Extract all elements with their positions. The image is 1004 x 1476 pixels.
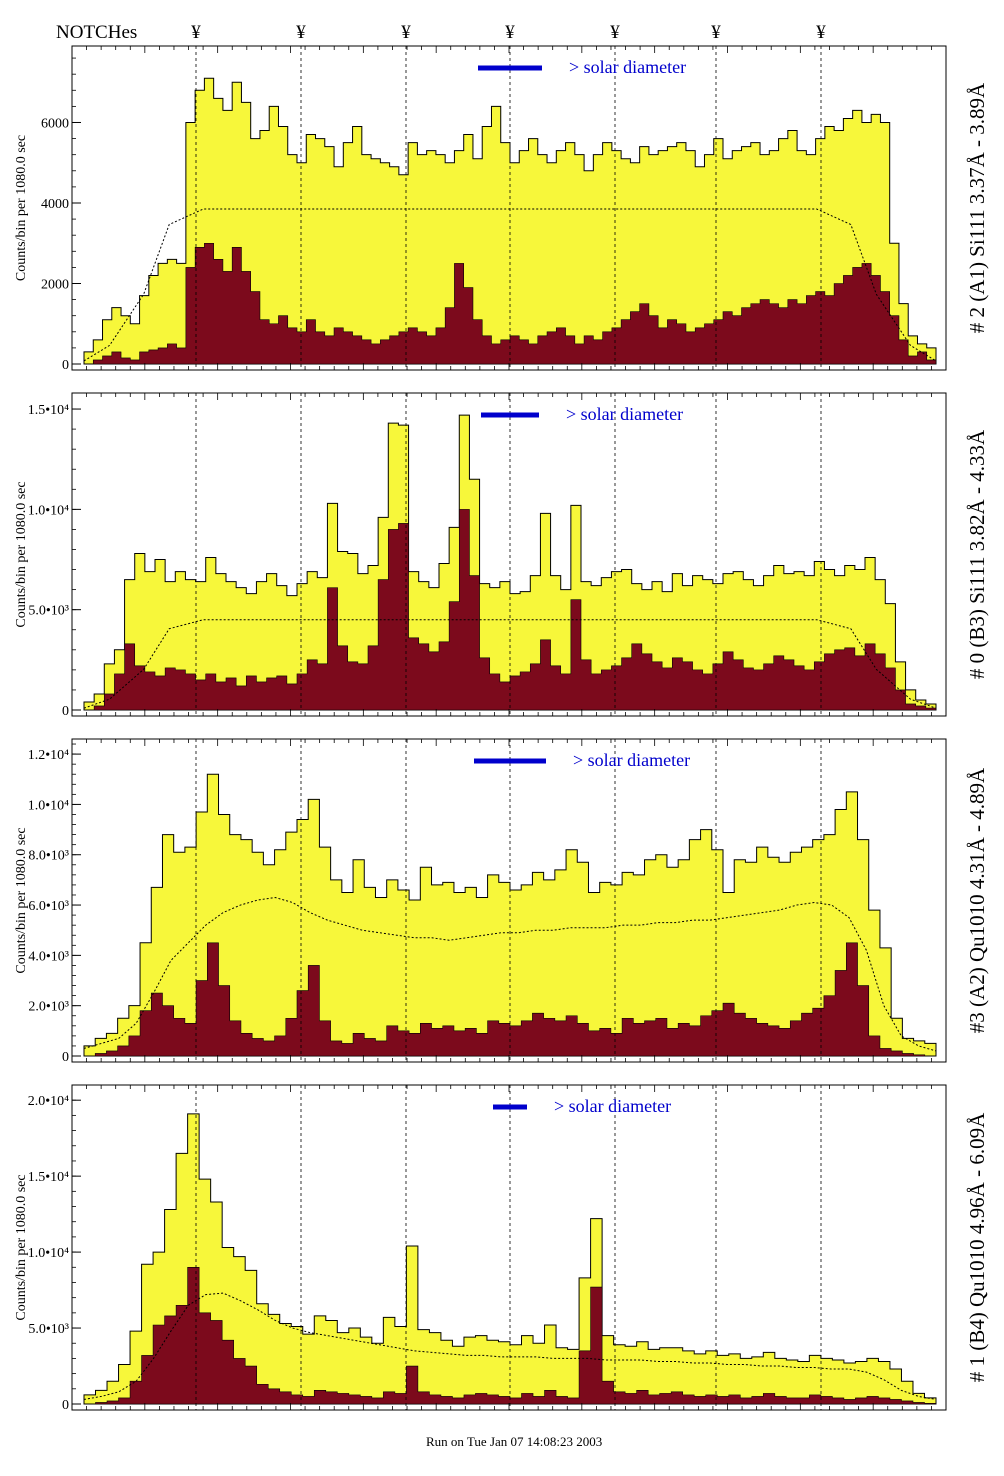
right-panel-label: # 0 (B3) Si111 3.82Å - 4.33Å xyxy=(965,429,989,679)
legend-label: > solar diameter xyxy=(569,57,686,77)
y-tick-label: 0 xyxy=(62,358,69,373)
panel-2: 0 2.0•10³ 4.0•10³ 6.0•10³ 8.0•10³ 1.0•10⁴ 1.2•… xyxy=(14,738,989,1065)
panel-0: 0 2000 4000 6000 Counts/bin per 1080.0 sec # … xyxy=(14,45,989,373)
right-panel-label: # 1 (B4) Qu1010 4.96Å - 6.09Å xyxy=(965,1112,989,1382)
notch-marker: ¥ xyxy=(505,22,515,43)
y-tick-label: 1.0•10⁴ xyxy=(28,798,69,813)
y-tick-label: 1.5•10⁴ xyxy=(28,403,69,418)
y-tick-label: 8.0•10³ xyxy=(28,849,69,864)
y-tick-label: 0 xyxy=(62,1398,69,1413)
y-tick-label: 0 xyxy=(62,704,69,719)
legend-label: > solar diameter xyxy=(554,1096,671,1116)
notch-marker: ¥ xyxy=(191,22,201,43)
legend-label: > solar diameter xyxy=(573,750,690,770)
right-panel-label: #3 (A2) Qu1010 4.31Å - 4.89Å xyxy=(965,767,989,1033)
model-curve xyxy=(83,619,937,709)
y-tick-label: 2000 xyxy=(41,277,69,292)
y-tick-label: 5.0•10³ xyxy=(28,604,69,619)
y-axis-label: Counts/bin per 1080.0 sec xyxy=(14,827,29,973)
model-curve xyxy=(83,1292,937,1400)
panels: 0 2000 4000 6000 Counts/bin per 1080.0 sec # … xyxy=(14,45,989,1413)
notch-marker: ¥ xyxy=(816,22,826,43)
y-tick-label: 1.5•10⁴ xyxy=(28,1170,69,1185)
run-timestamp: Run on Tue Jan 07 14:08:23 2003 xyxy=(426,1434,602,1449)
notch-marker: ¥ xyxy=(610,22,620,43)
y-tick-label: 6000 xyxy=(41,116,69,131)
y-axis-label: Counts/bin per 1080.0 sec xyxy=(14,481,29,627)
notch-marker: ¥ xyxy=(296,22,306,43)
notch-marker: ¥ xyxy=(711,22,721,43)
y-tick-label: 4.0•10³ xyxy=(28,949,69,964)
notch-marker: ¥ xyxy=(401,22,411,43)
y-axis-label: Counts/bin per 1080.0 sec xyxy=(14,1174,29,1320)
legend-label: > solar diameter xyxy=(566,404,683,424)
y-tick-label: 0 xyxy=(62,1050,69,1065)
dark-histogram xyxy=(84,942,936,1057)
notches-label: NOTCHes xyxy=(56,22,137,43)
y-tick-label: 6.0•10³ xyxy=(28,899,69,914)
right-panel-label: # 2 (A1) Si111 3.37Å - 3.89Å xyxy=(965,82,989,333)
y-axis-label: Counts/bin per 1080.0 sec xyxy=(14,135,29,281)
y-tick-label: 5.0•10³ xyxy=(28,1322,69,1337)
y-tick-label: 1.0•10⁴ xyxy=(28,1246,69,1261)
y-tick-label: 1.0•10⁴ xyxy=(28,503,69,518)
y-tick-label: 4000 xyxy=(41,197,69,212)
dark-histogram xyxy=(84,242,937,365)
panel-1: 0 5.0•10³ 1.0•10⁴ 1.5•10⁴ Counts/bin per 108… xyxy=(14,392,989,719)
notch-markers: ¥ ¥ ¥ ¥ ¥ ¥ ¥ xyxy=(191,22,826,43)
dark-histogram xyxy=(84,509,937,711)
panel-3: 0 5.0•10³ 1.0•10⁴ 1.5•10⁴ 2.0•10⁴ Counts/bin … xyxy=(14,1084,989,1413)
y-tick-label: 2.0•10³ xyxy=(28,1000,69,1015)
y-tick-label: 1.2•10⁴ xyxy=(28,748,69,763)
y-tick-label: 2.0•10⁴ xyxy=(28,1094,69,1109)
model-curve xyxy=(83,896,937,1052)
